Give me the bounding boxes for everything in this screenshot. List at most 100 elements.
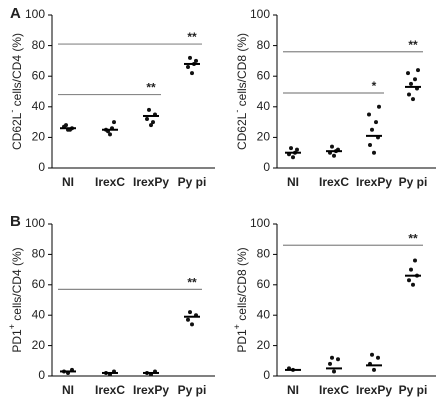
y-tick-label: 40 <box>32 99 46 113</box>
y-tick-label: 0 <box>38 160 45 174</box>
data-point <box>188 55 192 60</box>
data-point <box>186 317 190 322</box>
data-point <box>367 112 371 117</box>
data-point <box>194 58 198 63</box>
x-tick-label: IrexPy <box>133 175 169 189</box>
significance-label: ** <box>408 231 418 245</box>
y-tick-label: 80 <box>257 247 271 261</box>
x-tick-label: IrexPy <box>356 383 392 397</box>
data-point <box>413 258 417 263</box>
y-axis-label-sup: - <box>7 110 17 113</box>
y-tick-label: 20 <box>257 338 271 352</box>
y-tick-label: 80 <box>32 247 46 261</box>
y-tick-label: 60 <box>32 68 46 82</box>
data-point <box>407 278 411 283</box>
y-tick-label: 0 <box>263 368 270 382</box>
y-axis-label-rest: cells/CD4 (%) <box>10 33 24 110</box>
x-tick-label: IrexC <box>319 175 349 189</box>
y-tick-label: 20 <box>32 338 46 352</box>
x-tick-label: IrexPy <box>133 383 169 397</box>
y-axis-label-main: CD62L <box>235 112 249 150</box>
y-axis-label: CD62L- cells/CD8 (%) <box>232 33 249 150</box>
data-point <box>147 107 151 112</box>
y-tick-label: 60 <box>257 277 271 291</box>
y-tick-label: 40 <box>32 307 46 321</box>
data-point <box>411 97 415 102</box>
data-point <box>376 355 380 360</box>
y-tick-label: 0 <box>263 160 270 174</box>
y-tick-label: 60 <box>257 68 271 82</box>
y-axis-label-sup: + <box>7 324 17 329</box>
data-point <box>370 127 374 132</box>
x-tick-label: Py pi <box>178 383 207 397</box>
y-tick-label: 100 <box>250 216 270 230</box>
data-point <box>336 357 340 362</box>
data-point <box>372 150 376 155</box>
data-point <box>108 132 112 137</box>
x-tick-label: NI <box>287 175 299 189</box>
data-point <box>406 71 410 76</box>
data-point <box>409 267 413 272</box>
data-point <box>291 155 295 160</box>
data-point <box>295 147 299 152</box>
significance-label: ** <box>408 38 418 52</box>
data-point <box>411 282 415 287</box>
significance-label: * <box>372 79 377 93</box>
x-tick-label: IrexC <box>95 383 125 397</box>
y-axis-label-sup: - <box>232 110 242 113</box>
data-point <box>413 77 417 82</box>
data-point <box>330 355 334 360</box>
y-tick-label: 80 <box>257 38 271 52</box>
significance-label: ** <box>146 81 156 95</box>
data-point <box>149 123 153 128</box>
x-tick-label: IrexC <box>319 383 349 397</box>
y-tick-label: 60 <box>32 277 46 291</box>
significance-label: ** <box>187 276 197 290</box>
data-point <box>190 322 194 327</box>
x-tick-label: Py pi <box>399 175 428 189</box>
y-tick-label: 0 <box>38 368 45 382</box>
y-tick-label: 40 <box>257 99 271 113</box>
data-point <box>145 117 149 122</box>
y-tick-label: 20 <box>257 130 271 144</box>
x-tick-label: NI <box>62 383 74 397</box>
data-point <box>186 65 190 70</box>
y-axis-label-rest: cells/CD4 (%) <box>10 247 24 324</box>
y-axis-label-rest: cells/CD8 (%) <box>235 247 249 324</box>
y-tick-label: 80 <box>32 38 46 52</box>
data-point <box>374 120 378 125</box>
data-point <box>409 81 413 86</box>
y-axis-label-main: PD1 <box>235 329 249 353</box>
data-point <box>377 104 381 109</box>
data-point <box>372 367 376 372</box>
y-tick-label: 100 <box>250 7 270 21</box>
data-point <box>188 310 192 315</box>
data-point <box>330 144 334 149</box>
data-point <box>416 68 420 73</box>
data-point <box>64 123 68 128</box>
panel-label: A <box>10 5 21 22</box>
data-point <box>112 120 116 125</box>
y-axis-label-main: CD62L <box>10 112 24 150</box>
data-point <box>190 71 194 76</box>
data-point <box>332 153 336 158</box>
data-point <box>407 92 411 97</box>
x-tick-label: IrexC <box>95 175 125 189</box>
y-tick-label: 100 <box>25 216 45 230</box>
data-point <box>289 146 293 151</box>
y-tick-label: 40 <box>257 307 271 321</box>
y-tick-label: 20 <box>32 130 46 144</box>
x-tick-label: NI <box>287 383 299 397</box>
x-tick-label: NI <box>62 175 74 189</box>
significance-label: ** <box>187 30 197 44</box>
y-axis-label: PD1+ cells/CD8 (%) <box>232 247 249 352</box>
y-axis-label-main: PD1 <box>10 329 24 353</box>
x-tick-label: Py pi <box>178 175 207 189</box>
data-point <box>370 352 374 357</box>
y-axis-label-rest: cells/CD8 (%) <box>235 33 249 110</box>
y-tick-label: 100 <box>25 7 45 21</box>
x-tick-label: Py pi <box>399 383 428 397</box>
y-axis-label-sup: + <box>232 324 242 329</box>
data-point <box>151 120 155 125</box>
